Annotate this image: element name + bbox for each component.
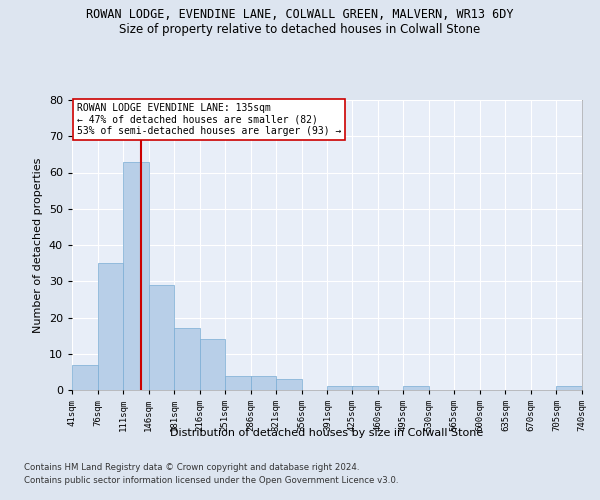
Y-axis label: Number of detached properties: Number of detached properties (33, 158, 43, 332)
Bar (123, 162, 149, 390)
Text: ROWAN LODGE EVENDINE LANE: 135sqm
← 47% of detached houses are smaller (82)
53% : ROWAN LODGE EVENDINE LANE: 135sqm ← 47% … (77, 103, 341, 136)
Bar (251, 376, 276, 390)
Text: ROWAN LODGE, EVENDINE LANE, COLWALL GREEN, MALVERN, WR13 6DY: ROWAN LODGE, EVENDINE LANE, COLWALL GREE… (86, 8, 514, 20)
Bar (225, 376, 251, 390)
Text: Contains HM Land Registry data © Crown copyright and database right 2024.: Contains HM Land Registry data © Crown c… (24, 464, 359, 472)
Bar (72, 364, 98, 390)
Bar (200, 339, 225, 390)
Bar (403, 386, 429, 390)
Bar (98, 263, 123, 390)
Bar (328, 386, 353, 390)
Text: Distribution of detached houses by size in Colwall Stone: Distribution of detached houses by size … (170, 428, 484, 438)
Bar (556, 386, 582, 390)
Bar (352, 386, 378, 390)
Bar (149, 285, 174, 390)
Bar (174, 328, 200, 390)
Bar (276, 379, 302, 390)
Text: Contains public sector information licensed under the Open Government Licence v3: Contains public sector information licen… (24, 476, 398, 485)
Text: Size of property relative to detached houses in Colwall Stone: Size of property relative to detached ho… (119, 22, 481, 36)
